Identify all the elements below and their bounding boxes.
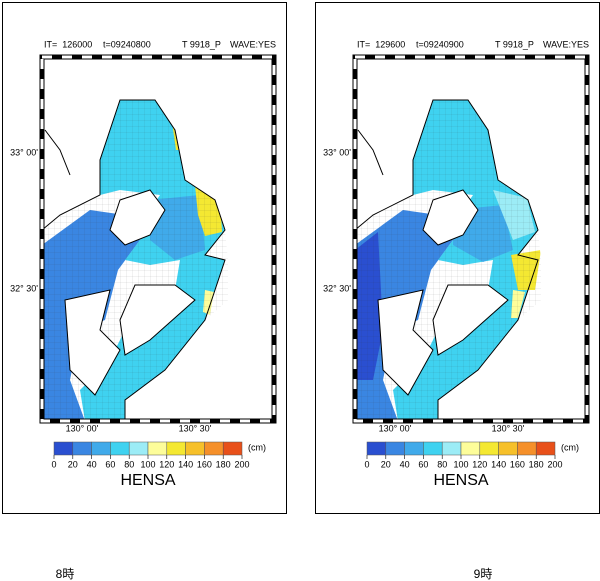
lon-label: 130° 00': [379, 423, 412, 433]
colorbar-swatch: [385, 441, 405, 456]
colorbar-swatch: [72, 441, 92, 456]
colorbar-swatch: [53, 441, 74, 456]
colorbar-swatch: [204, 441, 224, 456]
panel: IT= 126000 t=09240800 T 9918_P WAVE:YES 33° …: [2, 2, 287, 514]
colorbar-tick-label: 100: [453, 459, 468, 469]
colorbar-tick-label: 200: [547, 459, 562, 469]
colorbar-tick-label: 160: [510, 459, 525, 469]
colorbar-tick-label: 180: [529, 459, 544, 469]
colorbar-unit: (cm): [248, 442, 266, 452]
variable-name: HENSA: [433, 472, 488, 489]
colorbar-tick-label: 0: [51, 459, 56, 469]
colorbar-swatch: [366, 441, 387, 456]
land-shimabara: [110, 190, 165, 245]
colorbar-unit: (cm): [561, 442, 579, 452]
colorbar-tick-label: 140: [178, 459, 193, 469]
colorbar-tick-label: 60: [418, 459, 428, 469]
lat-label: 32° 30': [10, 283, 38, 293]
colorbar-swatch: [460, 441, 481, 456]
case: T 9918_P: [182, 39, 221, 49]
land-south: [433, 285, 508, 355]
land-north: [355, 57, 587, 421]
lon-label: 130° 30': [492, 423, 525, 433]
colorbar-tick-label: 100: [140, 459, 155, 469]
colorbar-swatch: [423, 441, 443, 456]
lon-label: 130° 00': [66, 423, 99, 433]
colorbar-tick-label: 20: [381, 459, 391, 469]
coastline: [354, 99, 539, 421]
wave: WAVE:YES: [230, 39, 276, 49]
colorbar-swatch: [166, 441, 186, 456]
colorbar-tick-label: 140: [491, 459, 506, 469]
time: t=09240900: [416, 39, 464, 49]
land-amakusa: [378, 290, 433, 395]
colorbar-tick-label: 120: [472, 459, 487, 469]
lon-label: 130° 30': [179, 423, 212, 433]
land-north: [42, 57, 274, 421]
frame-dash: [40, 55, 276, 423]
panel-border: [2, 2, 287, 514]
iteration: IT= 129600: [357, 39, 405, 49]
land-amakusa: [65, 290, 120, 395]
coastline: [41, 99, 226, 421]
colorbar-tick-label: 0: [364, 459, 369, 469]
colorbar-swatch: [441, 441, 462, 456]
map: [352, 54, 590, 424]
colorbar-swatch: [110, 441, 130, 456]
colorbar-tick-label: 40: [400, 459, 410, 469]
colorbar-swatch: [479, 441, 499, 456]
panel: IT= 129600 t=09240900 T 9918_P WAVE:YES 33° …: [315, 2, 600, 514]
frame-dash: [353, 55, 589, 423]
variable-name: HENSA: [120, 472, 175, 489]
land-south: [120, 285, 195, 355]
colorbar-tick-label: 20: [68, 459, 78, 469]
wave: WAVE:YES: [543, 39, 589, 49]
colorbar-swatch: [185, 441, 205, 456]
land-east: [438, 300, 541, 421]
caption: 9時: [474, 567, 493, 581]
caption: 8時: [56, 567, 75, 581]
colorbar-swatch: [128, 441, 149, 456]
colorbar-tick-label: 200: [234, 459, 249, 469]
case: T 9918_P: [495, 39, 534, 49]
time: t=09240800: [103, 39, 151, 49]
colorbar-tick-label: 60: [105, 459, 115, 469]
colorbar-tick-label: 180: [216, 459, 231, 469]
colorbar-swatch: [535, 441, 556, 456]
colorbar-swatch: [91, 441, 111, 456]
colorbar-swatch: [222, 441, 243, 456]
colorbar-tick-label: 40: [87, 459, 97, 469]
lat-label: 33° 00': [323, 147, 351, 157]
lat-label: 32° 30': [323, 283, 351, 293]
lat-label: 33° 00': [10, 147, 38, 157]
colorbar-tick-label: 120: [159, 459, 174, 469]
land-shimabara: [423, 190, 478, 245]
colorbar-tick-label: 80: [437, 459, 447, 469]
land-east: [125, 300, 228, 421]
colorbar-swatch: [498, 441, 518, 456]
colorbar-swatch: [517, 441, 537, 456]
colorbar-tick-label: 160: [197, 459, 212, 469]
colorbar-swatch: [147, 441, 168, 456]
colorbar-swatch: [404, 441, 424, 456]
map: [39, 54, 277, 424]
colorbar-tick-label: 80: [124, 459, 134, 469]
iteration: IT= 126000: [44, 39, 92, 49]
